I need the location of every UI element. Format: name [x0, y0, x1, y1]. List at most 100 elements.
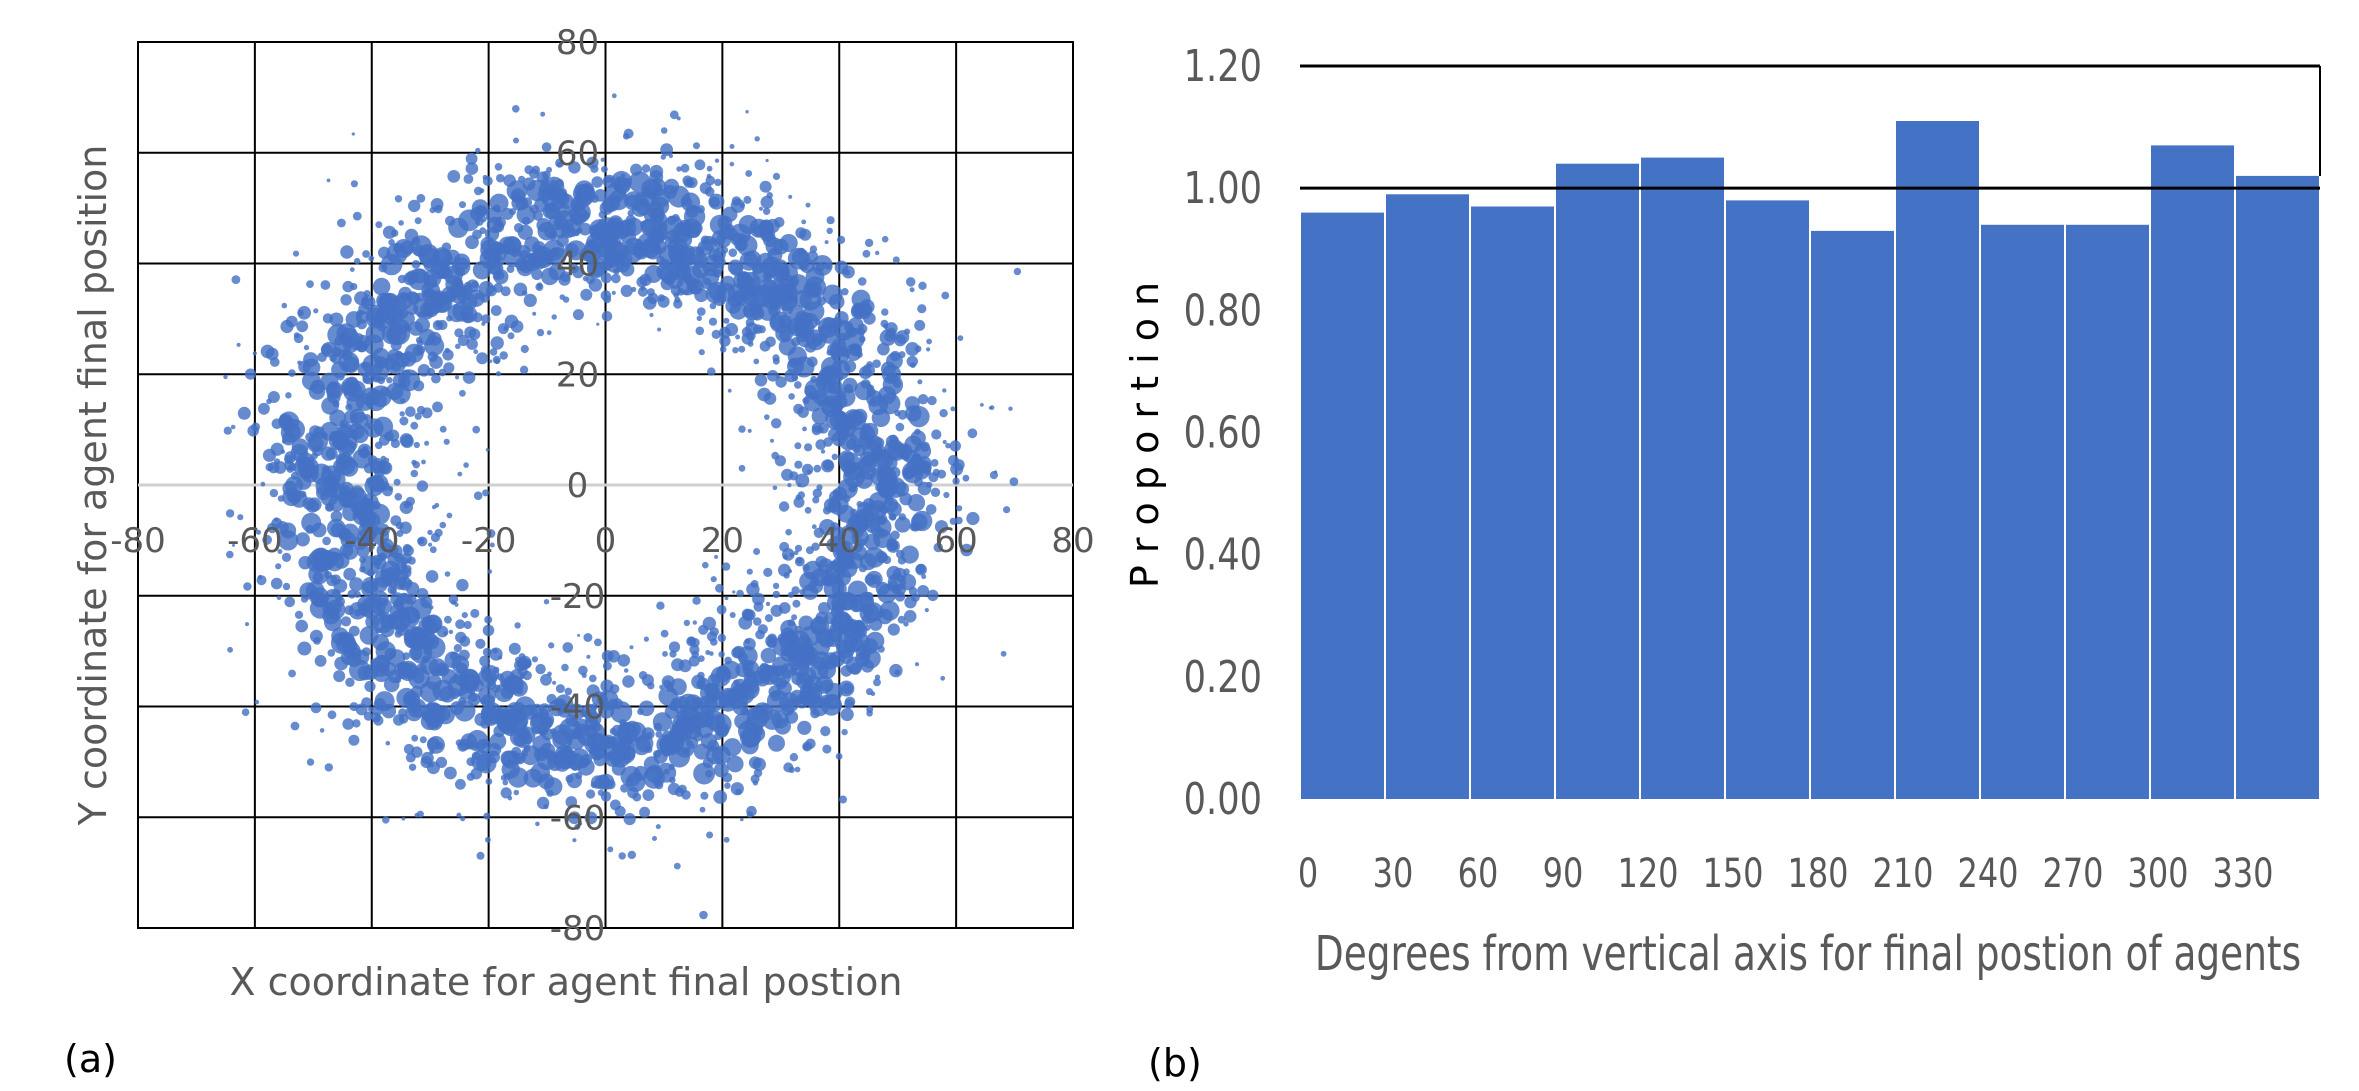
scatter-point — [955, 516, 963, 525]
scatter-point — [346, 487, 367, 508]
scatter-point — [350, 283, 358, 291]
scatter-point — [407, 556, 416, 565]
scatter-point — [796, 557, 803, 564]
bar-x-tick-label: 150 — [1702, 849, 1763, 896]
scatter-point — [835, 421, 850, 436]
scatter-point — [503, 326, 509, 331]
scatter-point — [793, 403, 804, 415]
scatter-point — [581, 754, 592, 765]
scatter-point — [940, 675, 946, 681]
scatter-point — [752, 592, 765, 606]
scatter-point — [345, 677, 355, 687]
scatter-point — [804, 506, 812, 514]
scatter-point — [308, 431, 328, 452]
scatter-point — [811, 422, 822, 433]
scatter-point — [352, 719, 361, 728]
scatter-point — [823, 459, 834, 471]
scatter-point — [804, 340, 817, 353]
scatter-point — [480, 719, 490, 729]
bar-y-tick-labels: 0.00 0.20 0.40 0.60 0.80 1.00 1.20 — [1184, 41, 1262, 825]
scatter-point — [348, 734, 360, 746]
scatter-point — [917, 394, 929, 405]
scatter-point — [877, 342, 890, 356]
bar-x-tick-label: 210 — [1872, 849, 1933, 896]
scatter-point — [485, 778, 493, 785]
scatter-point — [682, 265, 703, 287]
scatter-point — [718, 326, 731, 339]
scatter-point — [480, 712, 488, 720]
scatter-point — [729, 612, 736, 618]
scatter-point — [393, 243, 403, 253]
scatter-point — [352, 211, 362, 221]
bar — [1811, 230, 1894, 799]
scatter-point — [620, 784, 629, 793]
scatter-point — [600, 272, 612, 284]
scatter-point — [572, 309, 584, 321]
scatter-point — [522, 670, 532, 681]
scatter-point — [335, 453, 348, 465]
scatter-point — [589, 674, 597, 683]
scatter-point — [348, 625, 360, 637]
scatter-point — [587, 238, 598, 250]
scatter-point — [355, 341, 368, 353]
scatter-point — [711, 329, 721, 339]
scatter-point — [578, 821, 583, 826]
scatter-point — [747, 428, 752, 433]
scatter-point — [531, 656, 539, 663]
scatter-point — [870, 691, 876, 696]
scatter-point — [523, 745, 531, 752]
scatter-x-tick-label: -20 — [461, 521, 517, 561]
scatter-point — [274, 517, 279, 522]
scatter-point — [773, 667, 783, 677]
scatter-point — [463, 174, 474, 184]
scatter-point — [669, 678, 687, 696]
scatter-point — [866, 387, 876, 398]
scatter-x-tick-label: 0 — [595, 521, 617, 561]
scatter-tick-labels: -80 -60 -40 -20 0 20 40 60 80 80 60 40 20 0 -20 -40 -60 -… — [110, 23, 1094, 949]
scatter-point — [880, 466, 895, 481]
scatter-point — [465, 152, 478, 165]
scatter-point — [837, 235, 846, 244]
scatter-point — [399, 416, 409, 426]
scatter-point — [575, 772, 583, 780]
scatter-point — [956, 505, 963, 512]
scatter-point — [353, 590, 361, 598]
scatter-point — [932, 468, 940, 477]
scatter-point — [699, 806, 706, 813]
scatter-point — [851, 545, 868, 561]
scatter-point — [793, 496, 805, 508]
scatter-point — [873, 678, 881, 687]
scatter-point — [444, 766, 457, 780]
scatter-point — [774, 718, 791, 735]
scatter-point — [284, 596, 296, 608]
scatter-point — [482, 647, 492, 657]
scatter-point — [795, 494, 802, 501]
scatter-point — [746, 805, 757, 817]
scatter-point — [716, 604, 727, 615]
scatter-point — [767, 370, 779, 382]
scatter-point — [1013, 267, 1022, 276]
scatter-point — [862, 249, 871, 258]
scatter-point — [463, 462, 469, 468]
scatter-point — [738, 345, 746, 353]
bar-x-tick-label: 180 — [1787, 849, 1848, 896]
scatter-point — [329, 312, 344, 327]
scatter-point — [372, 277, 391, 296]
scatter-point — [866, 361, 873, 368]
scatter-point — [342, 718, 355, 730]
scatter-point — [470, 608, 480, 618]
scatter-point — [819, 519, 836, 536]
scatter-point — [691, 650, 699, 659]
scatter-point — [652, 836, 657, 841]
scatter-point — [390, 339, 402, 351]
scatter-point — [542, 170, 551, 180]
scatter-point — [962, 474, 970, 482]
scatter-point — [579, 248, 592, 261]
scatter-point — [489, 348, 498, 356]
scatter-point — [711, 745, 731, 765]
scatter-point — [864, 573, 877, 586]
scatter-point — [356, 309, 364, 317]
scatter-point — [841, 265, 855, 279]
scatter-point — [425, 570, 439, 583]
scatter-point — [716, 282, 736, 302]
